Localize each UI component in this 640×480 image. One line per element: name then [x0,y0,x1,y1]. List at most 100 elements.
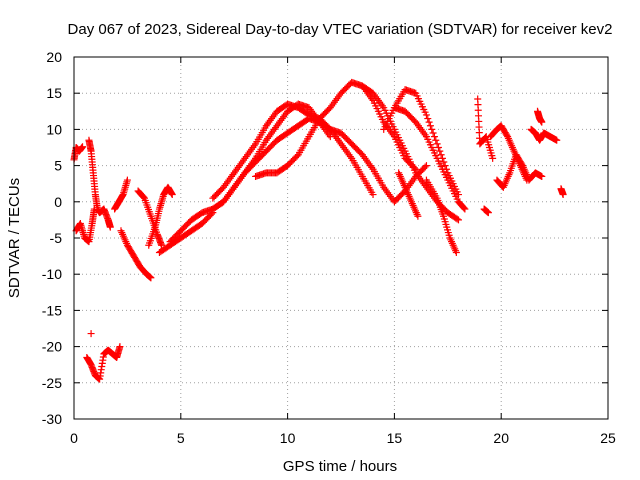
data-point [444,209,452,217]
data-point [441,162,449,170]
y-tick-label: -5 [50,230,63,246]
x-axis-title: GPS time / hours [283,458,397,475]
data-point [454,216,462,224]
data-point [209,205,217,213]
data-point [89,169,97,177]
data-point [151,223,159,231]
series-pass-O [360,83,461,223]
data-point [155,248,163,256]
y-axis-title: SDTVAR / TECUs [6,178,23,298]
data-point [294,122,302,130]
data-point [337,89,345,97]
y-tick-label: 10 [46,121,62,137]
data-point [380,183,388,191]
x-tick-labels: 0 5 10 15 20 25 [70,430,616,446]
x-tick-label: 15 [387,430,403,446]
data-point [252,140,260,148]
data-point [116,343,124,351]
data-point [106,223,114,231]
data-point [273,107,281,115]
series-pass-B [73,207,98,245]
data-point [91,191,99,199]
data-point [220,183,228,191]
data-point [100,350,108,358]
data-point [422,133,430,141]
data-point [434,144,442,151]
data-point [123,176,131,184]
data-point [160,191,168,199]
data-point [519,162,527,170]
y-tick-labels: -30 -25 -20 -15 -10 -5 0 5 10 15 20 [42,49,62,427]
data-point [262,147,270,155]
data-point [147,274,155,282]
data-point [113,353,121,361]
data-point [536,136,544,144]
data-point [433,154,441,162]
y-tick-label: 0 [54,194,62,210]
data-point [369,89,377,97]
data-point [426,122,434,130]
data-point [104,346,112,354]
data-point [187,216,195,224]
data-point [553,136,561,144]
data-point [430,133,438,141]
outlier-point [87,330,95,338]
data-point [284,162,292,170]
data-point [294,100,302,108]
data-point [452,248,460,256]
data-point [79,143,87,151]
data-point [538,172,546,180]
data-point [273,122,281,130]
data-point [432,136,440,144]
data-point [380,104,388,112]
data-point [164,183,172,191]
data-point [262,169,270,177]
data-point [422,162,430,170]
data-point [252,158,260,166]
data-point [437,151,445,159]
data-point [108,350,116,358]
data-point [96,209,104,217]
data-point [284,107,292,115]
data-point [348,78,356,86]
data-point [145,241,153,249]
data-point [140,194,148,202]
data-point [424,115,432,123]
data-point [487,133,495,141]
data-point [337,140,345,148]
y-tick-label: -25 [42,375,62,391]
data-point [187,227,195,235]
y-tick-label: 5 [54,158,62,174]
data-point [433,140,441,148]
data-point [252,172,260,180]
data-point [512,151,520,159]
data-point [489,154,497,162]
data-point [428,125,436,133]
data-point [460,204,468,212]
data-point [504,133,512,141]
y-tick-label: 15 [46,85,62,101]
data-point [436,147,444,155]
data-point [493,125,501,133]
data-point [412,89,420,97]
data-point [348,140,356,148]
data-point [115,198,123,206]
series-pass-D [83,344,124,383]
data-point [88,220,96,228]
data-point [96,375,104,383]
data-point [166,238,174,246]
series-pass-R [395,171,421,218]
y-tick-label: -10 [42,266,62,282]
data-point [414,212,422,220]
data-point [273,169,281,177]
data-point [422,111,430,119]
data-point [111,205,119,213]
data-point [369,165,377,173]
y-tick-label: -30 [42,411,62,427]
axis-ticks [73,56,609,420]
data-point [155,205,163,213]
data-point [440,212,448,220]
data-point [546,133,554,141]
data-point [262,122,270,130]
data-point [503,131,511,139]
